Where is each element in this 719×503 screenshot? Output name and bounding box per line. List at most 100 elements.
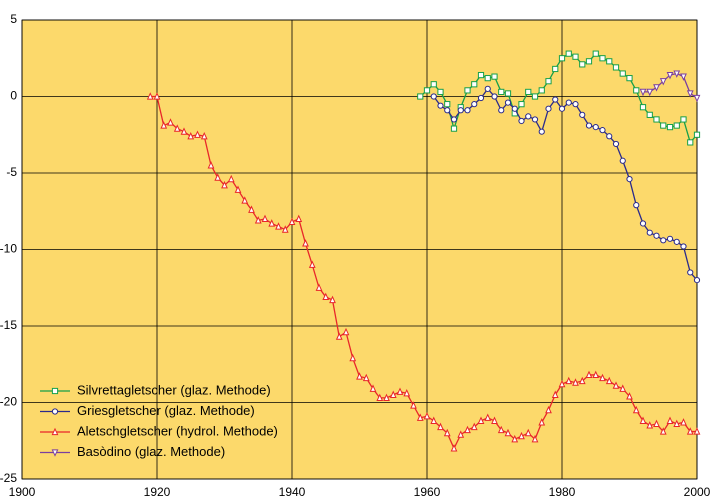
marker (207, 161, 215, 169)
marker (592, 124, 599, 131)
marker (680, 116, 687, 123)
marker (518, 431, 525, 440)
marker (565, 376, 573, 385)
marker (484, 85, 491, 92)
marker (687, 139, 694, 146)
marker (302, 239, 309, 247)
marker (437, 88, 444, 96)
marker (619, 384, 627, 392)
marker (693, 94, 701, 103)
legend-label: Silvrettagletscher (glaz. Methode) (77, 382, 271, 397)
x-tick-label: 1960 (414, 485, 441, 499)
marker (653, 232, 660, 239)
marker (653, 84, 660, 92)
x-tick-label: 1900 (9, 485, 36, 499)
marker (545, 105, 552, 112)
marker (639, 88, 647, 97)
marker (578, 376, 586, 385)
marker (599, 127, 606, 134)
marker (214, 173, 222, 181)
marker (335, 332, 343, 340)
marker (504, 90, 512, 97)
marker (660, 122, 667, 129)
marker (572, 53, 579, 60)
y-tick-label: -15 (0, 318, 17, 332)
marker (545, 78, 552, 85)
marker (680, 73, 687, 81)
marker (484, 413, 492, 421)
marker (525, 113, 532, 120)
marker (626, 75, 633, 82)
marker (612, 381, 620, 389)
marker (146, 92, 154, 100)
legend-label: Griesgletscher (glaz. Methode) (77, 403, 255, 418)
marker (680, 418, 687, 426)
marker (619, 157, 626, 164)
marker (572, 378, 579, 386)
marker (498, 88, 505, 96)
marker (585, 370, 593, 379)
marker (639, 104, 647, 111)
marker (686, 90, 694, 98)
marker (525, 88, 532, 96)
marker (200, 131, 208, 140)
marker (511, 105, 518, 112)
marker (430, 416, 438, 424)
marker (369, 384, 377, 392)
marker (653, 116, 660, 123)
marker (484, 75, 491, 82)
marker (511, 434, 519, 443)
marker (518, 117, 525, 125)
marker (423, 411, 431, 420)
marker (659, 427, 667, 435)
marker (410, 401, 417, 409)
marker (254, 216, 262, 224)
marker (585, 122, 593, 129)
marker (619, 70, 626, 77)
marker (565, 99, 572, 106)
marker (491, 73, 498, 80)
marker (633, 202, 640, 209)
marker (606, 133, 613, 140)
marker (639, 416, 647, 424)
marker (349, 353, 357, 362)
marker (504, 428, 512, 437)
y-tick-label: -25 (0, 471, 17, 485)
marker (288, 217, 296, 226)
y-tick-label: 5 (10, 12, 17, 26)
marker (241, 196, 249, 204)
marker (396, 387, 404, 395)
marker (275, 222, 282, 230)
marker (585, 58, 593, 65)
marker (477, 94, 485, 102)
marker (227, 174, 235, 183)
marker (639, 220, 647, 227)
marker (666, 124, 674, 131)
marker (167, 118, 174, 126)
marker (443, 428, 451, 437)
marker (653, 419, 660, 428)
marker (234, 185, 242, 193)
marker (680, 243, 687, 250)
plot-frame (21, 19, 698, 480)
marker (308, 260, 316, 268)
marker (524, 428, 532, 437)
marker (491, 93, 498, 100)
marker (450, 444, 458, 452)
marker (538, 87, 545, 94)
marker (646, 88, 654, 97)
x-tick-label: 1980 (549, 485, 576, 499)
marker (659, 78, 667, 86)
marker (626, 176, 633, 183)
marker (342, 327, 350, 336)
marker (430, 93, 437, 100)
marker (551, 390, 559, 398)
marker (687, 269, 694, 276)
legend-label: Aletschgletscher (hydrol. Methode) (77, 423, 278, 438)
marker (497, 425, 505, 434)
marker (612, 140, 620, 148)
marker (558, 55, 566, 62)
marker (491, 416, 498, 424)
marker (383, 393, 390, 402)
marker (430, 81, 437, 88)
